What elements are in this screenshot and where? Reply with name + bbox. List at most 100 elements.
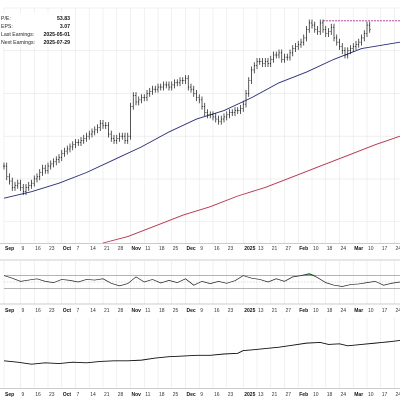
axis-tick-label: Dec <box>187 392 196 398</box>
axis-tick-label: 10 <box>313 246 319 252</box>
axis-tick-label: 9 <box>22 392 25 398</box>
axis-tick-label: Sep <box>5 308 14 314</box>
info-box: P/E: 53.83 EPS: 3.07 Last Earnings: 2025… <box>0 13 72 47</box>
axis-tick-label: 10 <box>368 308 374 314</box>
axis-tick-label: 10 <box>313 392 319 398</box>
axis-tick-label: 23 <box>49 246 55 252</box>
axis-tick-label: 2025 <box>244 246 255 252</box>
axis-tick-label: Dec <box>187 246 196 252</box>
axis-tick-label: Oct <box>63 308 72 314</box>
axis-tick-label: 11 <box>145 308 150 314</box>
axis-tick-label: Oct <box>63 246 72 252</box>
axis-tick-label: 21 <box>104 308 110 314</box>
vol-indicator-line <box>3 339 400 365</box>
axis-tick-label: 25 <box>173 246 179 252</box>
last-earnings-value: 2025-05-01 <box>43 32 70 38</box>
axis-tick-label: 13 <box>258 246 264 252</box>
axis-tick-label: 14 <box>90 308 96 314</box>
axis-tick-label: 18 <box>327 308 333 314</box>
axis-tick-label: 9 <box>200 392 203 398</box>
axis-tick-label: 16 <box>214 246 220 252</box>
next-earnings-value: 2025-07-29 <box>43 40 70 46</box>
axis-tick-label: 16 <box>214 308 220 314</box>
axis-tick-label: 13 <box>258 308 264 314</box>
axis-tick-label: Sep <box>5 246 14 252</box>
axis-tick-label: 16 <box>35 308 41 314</box>
axis-tick-label: Nov <box>132 246 142 252</box>
next-earnings-label: Next Earnings: <box>1 40 35 46</box>
axis-tick-label: 14 <box>90 246 96 252</box>
volume-indicator-panel <box>0 318 400 389</box>
axis-tick-label: 28 <box>118 308 124 314</box>
axis-tick-label: Sep <box>5 392 14 398</box>
axis-tick-label: 24 <box>396 308 400 314</box>
axis-tick-label: 2025 <box>244 392 255 398</box>
oscillator-date-axis: Sep 9 16 23 Oct 7 14 21 28 Nov 11 18 25 Dec 9 16 23 2025 1… <box>5 308 400 314</box>
last-earnings-label: Last Earnings: <box>1 32 34 38</box>
axis-tick-label: 16 <box>35 246 41 252</box>
axis-tick-label: 7 <box>77 308 80 314</box>
axis-tick-label: 27 <box>286 308 292 314</box>
axis-tick-label: 24 <box>396 246 400 252</box>
axis-tick-label: 9 <box>22 308 25 314</box>
axis-tick-label: 23 <box>228 246 234 252</box>
axis-tick-label: 17 <box>382 246 388 252</box>
axis-tick-label: 21 <box>272 392 278 398</box>
axis-tick-label: 25 <box>173 308 179 314</box>
axis-tick-label: 10 <box>368 392 374 398</box>
price-date-axis: Sep 9 16 23 Oct 7 14 21 28 Nov 11 18 25 Dec 9 16 23 2025 1… <box>5 246 400 252</box>
eps-label: EPS: <box>1 24 13 30</box>
axis-tick-label: 21 <box>104 392 110 398</box>
axis-tick-label: 9 <box>200 308 203 314</box>
axis-tick-label: 18 <box>327 246 333 252</box>
axis-tick-label: 24 <box>341 392 347 398</box>
price-bars <box>3 19 371 196</box>
axis-tick-label: 23 <box>49 392 55 398</box>
axis-tick-label: 16 <box>35 392 41 398</box>
price-moving-averages <box>3 41 400 244</box>
axis-tick-label: 23 <box>228 392 234 398</box>
axis-tick-label: 18 <box>159 308 165 314</box>
sma-short-line <box>3 41 400 199</box>
axis-tick-label: 18 <box>159 246 165 252</box>
axis-tick-label: 28 <box>118 392 124 398</box>
osc-overbought-fill <box>309 273 318 276</box>
osc-line <box>3 273 400 287</box>
axis-tick-label: Oct <box>63 392 72 398</box>
axis-tick-label: 13 <box>258 392 264 398</box>
axis-tick-label: 7 <box>77 246 80 252</box>
axis-tick-label: 21 <box>104 246 110 252</box>
axis-tick-label: 11 <box>145 392 150 398</box>
axis-tick-label: 25 <box>173 392 179 398</box>
axis-tick-label: 10 <box>313 308 319 314</box>
axis-tick-label: 18 <box>327 392 333 398</box>
axis-tick-label: Feb <box>299 246 308 252</box>
axis-tick-label: 23 <box>228 308 234 314</box>
axis-tick-label: 7 <box>77 392 80 398</box>
axis-tick-label: Nov <box>132 392 142 398</box>
axis-tick-label: 14 <box>90 392 96 398</box>
axis-tick-label: 11 <box>145 246 150 252</box>
axis-tick-label: 16 <box>214 392 220 398</box>
axis-tick-label: 9 <box>200 246 203 252</box>
pe-value: 53.83 <box>57 16 70 22</box>
axis-tick-label: 18 <box>159 392 165 398</box>
axis-tick-label: 24 <box>341 246 347 252</box>
axis-tick-label: Feb <box>299 308 308 314</box>
bottom-date-axis: Sep 9 16 23 Oct 7 14 21 28 Nov 11 18 25 Dec 9 16 23 2025 1… <box>5 392 400 398</box>
axis-tick-label: 24 <box>341 308 347 314</box>
axis-tick-label: 10 <box>368 246 374 252</box>
axis-tick-label: 21 <box>272 308 278 314</box>
axis-tick-label: Mar <box>354 392 363 398</box>
axis-tick-label: Nov <box>132 308 142 314</box>
axis-tick-label: 24 <box>396 392 400 398</box>
axis-tick-label: 21 <box>272 246 278 252</box>
axis-tick-label: 27 <box>286 392 292 398</box>
oscillator-panel <box>0 259 400 305</box>
axis-tick-label: 17 <box>382 308 388 314</box>
axis-tick-label: 27 <box>286 246 292 252</box>
axis-tick-label: Mar <box>354 308 363 314</box>
sma-long-line <box>102 135 400 244</box>
